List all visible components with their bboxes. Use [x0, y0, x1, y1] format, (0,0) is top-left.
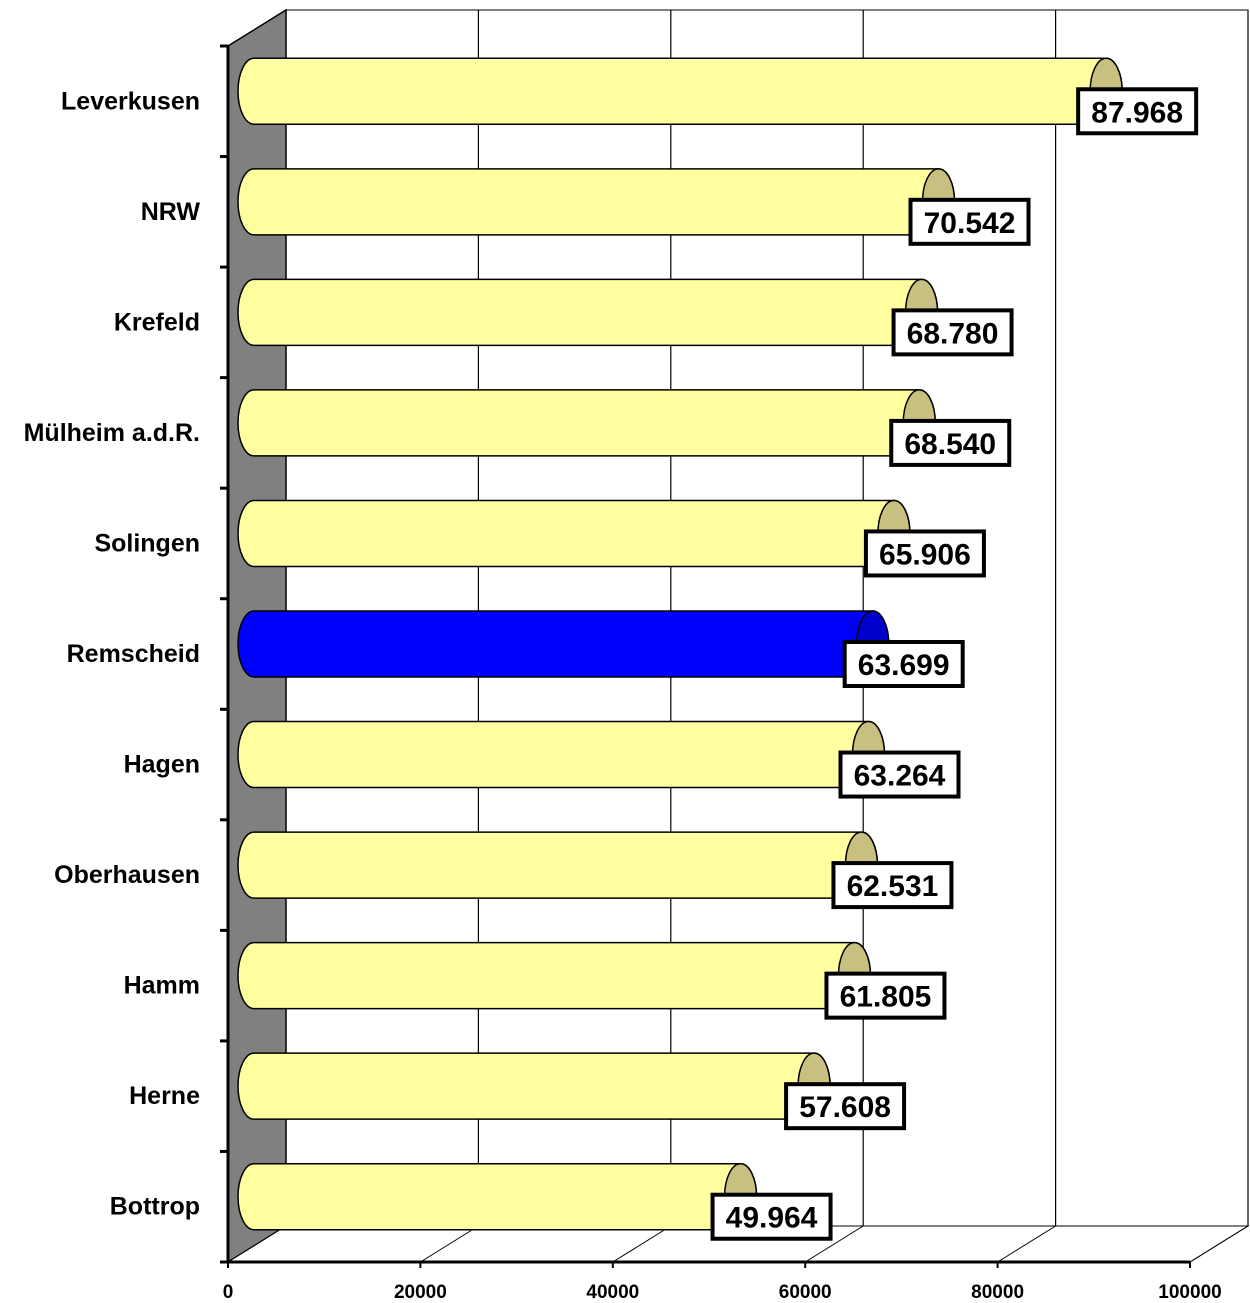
value-label: 62.531: [847, 870, 939, 903]
labels: 0 20000 40000 60000 80000 100000 87.968 Leverku…: [24, 87, 1222, 1303]
value-label: 57.608: [799, 1091, 891, 1124]
category-label: NRW: [141, 198, 201, 226]
bar-herne: [237, 1052, 831, 1120]
value-label: 63.699: [858, 649, 950, 682]
value-label-box: [710, 1192, 833, 1241]
x-tick-label: 80000: [971, 1282, 1024, 1303]
value-label-box: [1076, 87, 1199, 136]
category-label: Oberhausen: [54, 861, 200, 889]
category-label: Krefeld: [114, 308, 200, 336]
value-label-box: [784, 1082, 907, 1131]
category-label: Solingen: [94, 529, 200, 557]
floor-gridline: [804, 1225, 864, 1263]
bar-oberhausen: [237, 831, 879, 899]
value-label-box: [831, 861, 954, 910]
bars: [237, 57, 1123, 1231]
floor-gridline: [612, 1225, 672, 1263]
value-label: 65.906: [879, 538, 971, 571]
x-tick-label: 40000: [586, 1282, 639, 1303]
value-label-box: [891, 308, 1014, 357]
value-label-box: [824, 971, 947, 1020]
axes: [220, 44, 1191, 1268]
value-label: 49.964: [726, 1202, 818, 1235]
value-label-box: [908, 197, 1031, 246]
value-label: 70.542: [924, 207, 1016, 240]
value-label-box: [863, 529, 986, 578]
category-label: Remscheid: [67, 640, 200, 668]
floor-gridline: [1189, 1225, 1249, 1263]
bar-krefeld: [237, 278, 939, 347]
bar-nrw: [237, 168, 956, 236]
bar-hamm: [237, 941, 872, 1010]
bar-m-lheim-a-d-r-: [237, 389, 937, 457]
value-label-box: [838, 750, 961, 799]
value-label: 68.780: [907, 317, 999, 350]
x-tick-label: 60000: [779, 1282, 832, 1303]
value-label-box: [889, 418, 1012, 467]
bar-leverkusen: [237, 57, 1123, 126]
bar-remscheid: [237, 610, 890, 678]
category-label: Mülheim a.d.R.: [24, 419, 200, 447]
category-label: Herne: [129, 1082, 200, 1110]
x-tick-label: 100000: [1158, 1282, 1221, 1303]
bar-solingen: [237, 499, 911, 568]
value-label: 68.540: [904, 428, 996, 461]
floor-gridline: [420, 1225, 479, 1263]
category-label: Hamm: [124, 972, 200, 1000]
value-label-box: [842, 640, 965, 688]
category-label: Bottrop: [110, 1193, 200, 1221]
bar-hagen: [237, 720, 886, 789]
floor-gridline: [997, 1225, 1056, 1263]
bar-bottrop: [237, 1162, 758, 1231]
value-label: 63.264: [854, 760, 946, 793]
category-label: Leverkusen: [61, 87, 200, 115]
value-label: 87.968: [1091, 96, 1183, 129]
category-label: Hagen: [124, 751, 200, 779]
x-tick-label: 20000: [394, 1282, 447, 1303]
value-label: 61.805: [840, 981, 932, 1014]
x-tick-label: 0: [223, 1282, 234, 1303]
